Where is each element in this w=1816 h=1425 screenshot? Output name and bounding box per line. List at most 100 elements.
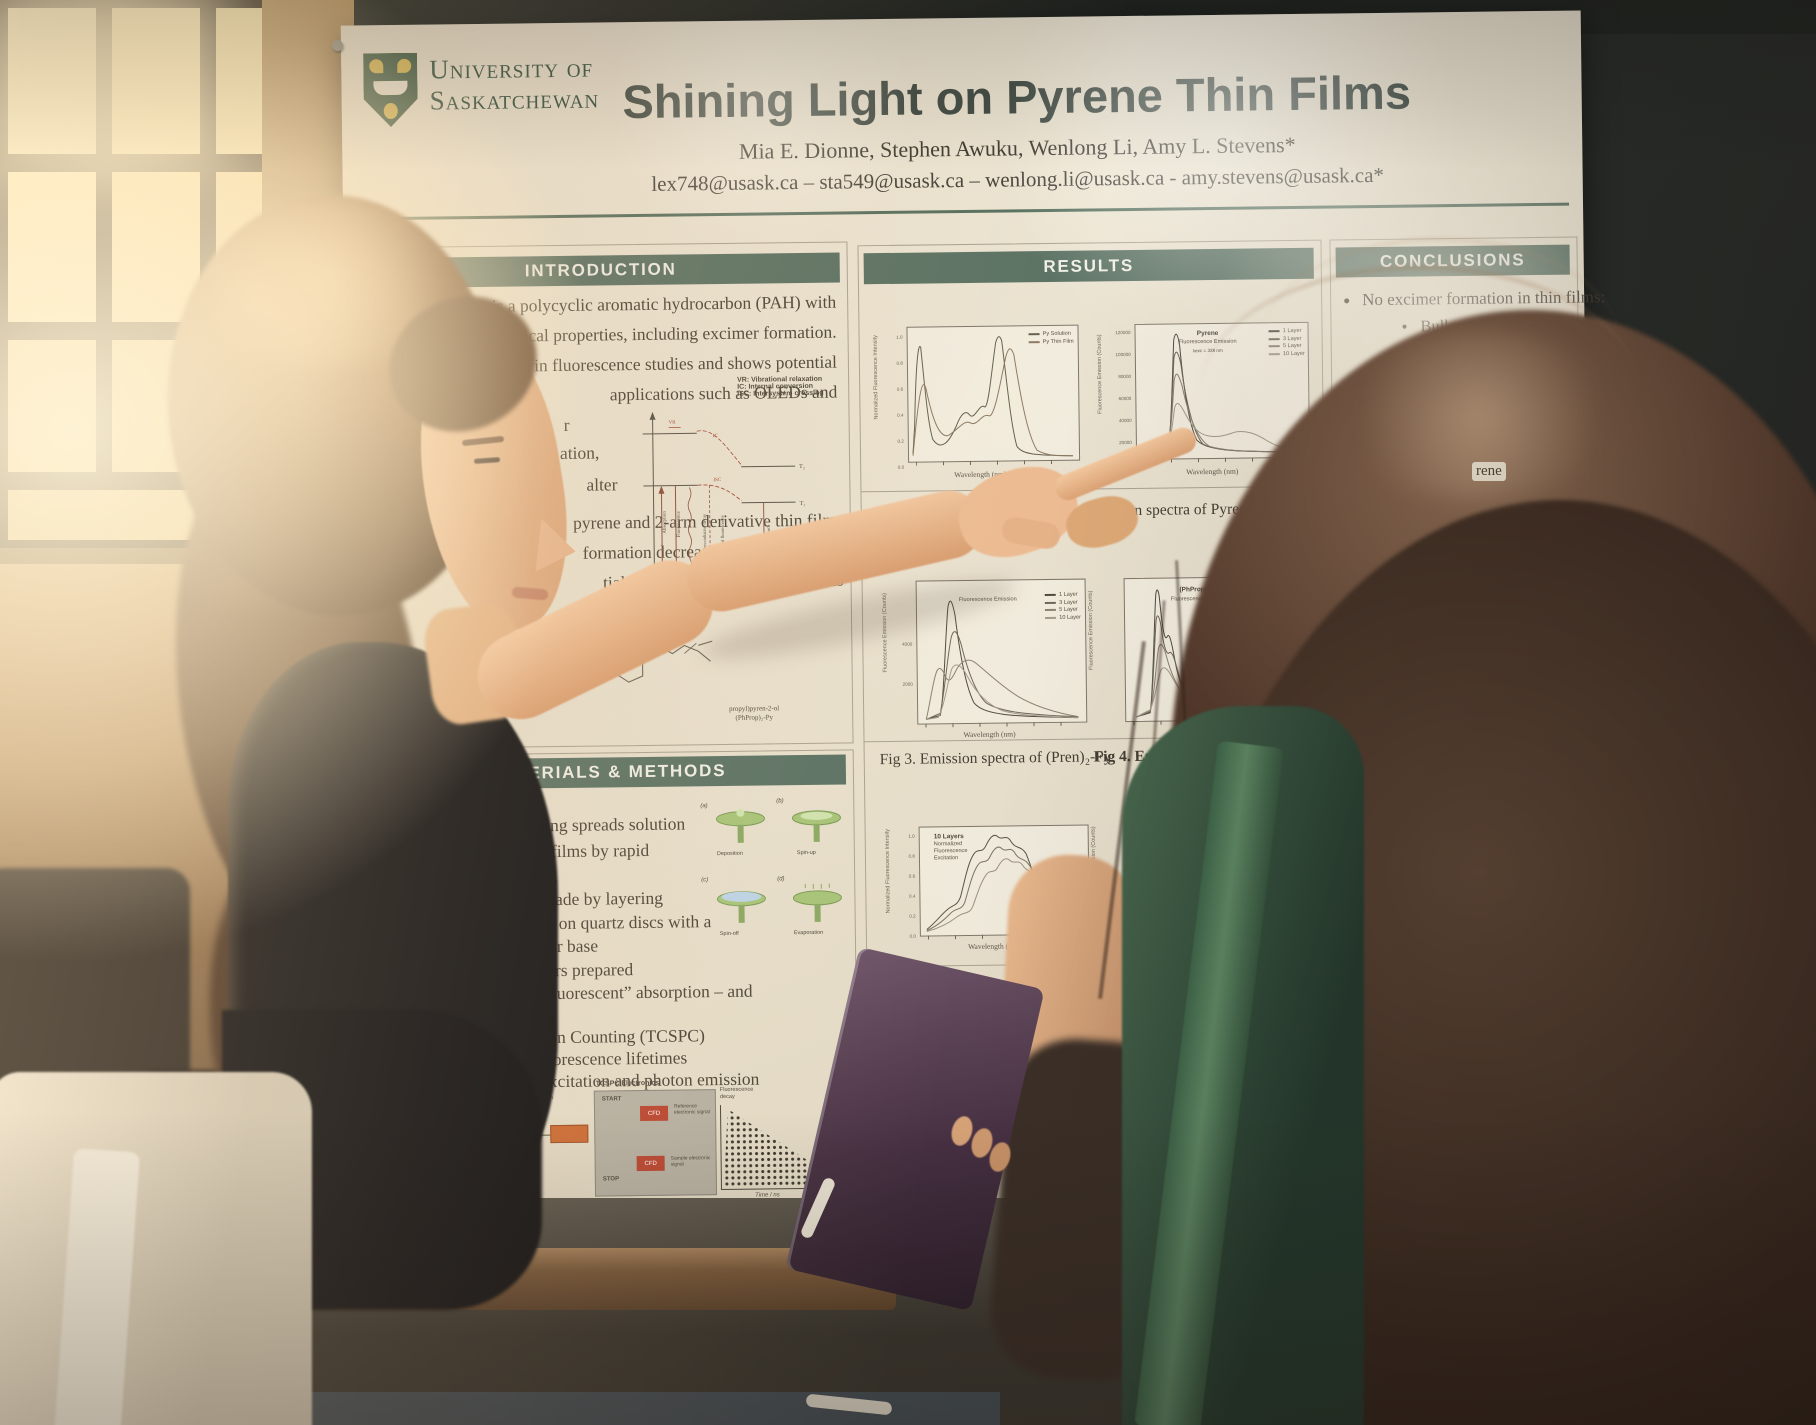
spincoat-caption: Evaporation	[793, 929, 824, 937]
fig2-ylabel: Fluorescence Emission (Counts)	[1096, 334, 1104, 414]
jablonski-diagram: Absorption Fluorescence Non-radiative de…	[642, 411, 805, 582]
figure-2: Fluorescence Emission (Counts) 120000 10…	[1092, 306, 1316, 489]
fig2-xlabel: Wavelength (nm)	[1186, 466, 1239, 477]
tcspc-start-label: START	[601, 1096, 622, 1103]
conclusions-header-bar: CONCLUSIONS	[1335, 244, 1570, 278]
molecule-caption: propyl)pyren-2-ol (PhProp)₂-Py	[679, 704, 829, 724]
fig1-legend: Py Solution Py Thin Film	[1028, 331, 1074, 347]
fig3-legend-item: 5 Layer	[1059, 606, 1078, 613]
tcspc-decay-label: Fluorescence decay	[719, 1086, 754, 1100]
jablonski-absorption-label: Absorption	[663, 511, 668, 534]
methods-line: ating spreads solution	[532, 813, 686, 836]
figure-5: Normalized Fluorescence Intensity 1.0 0.…	[878, 814, 1096, 967]
fig1-caption-line2: Pyrene in	[898, 524, 959, 542]
fig5-subtitle: Normalized	[933, 841, 963, 848]
results-bullet: Lifetimes f	[910, 1165, 991, 1187]
fig4-legend: 1 Layer 3 Layer 5 Layer 10 Layer	[1254, 585, 1291, 615]
window-sill	[0, 548, 262, 564]
university-name: University of Saskatchewan	[429, 52, 599, 116]
presenter-bag-strap	[53, 1148, 141, 1425]
window-pane	[216, 340, 262, 472]
conclusions-fragment: lar contact or	[1466, 363, 1555, 384]
fig1-legend-item: Py Thin Film	[1042, 338, 1074, 345]
tcspc-time-label: Time / ns	[755, 1192, 780, 1199]
methods-header-bar: MATERIALS & METHODS	[367, 754, 847, 791]
tcspc-photon-label: Excited sample photon	[458, 1147, 520, 1155]
fig5-subtitle: Excitation	[933, 855, 959, 862]
spincoater-icon	[791, 810, 841, 842]
fig3-caption: Fig 3. Emission spectra of (Pren)₂-Py	[879, 748, 1112, 769]
methods-line: n films by rapid	[537, 839, 650, 862]
fig2-legend-item: 3 Layer	[1282, 335, 1302, 342]
window-pane	[8, 490, 200, 540]
research-poster: University of Saskatchewan Shining Light…	[340, 10, 1608, 1222]
bullet-dot	[1402, 324, 1407, 329]
figure-1: Normalized Fluorescence Intensity 1.0 0.…	[866, 309, 1088, 492]
fig3-ylabel: Fluorescence Emission (Counts)	[881, 592, 889, 673]
fig6-caption-line2: Pyrene, (Pren)	[1088, 993, 1179, 1012]
wood-rail	[330, 1248, 896, 1310]
fig4-title: (PhProp)₂-Py	[1179, 585, 1220, 594]
push-pin	[332, 40, 343, 51]
poster-emails: lex748@usask.ca – sta549@usask.ca – wenl…	[651, 162, 1385, 196]
wall	[0, 564, 300, 1425]
fig3-subtitle: Fluorescence Emission	[958, 596, 1017, 604]
fig5-subtitle: Fluorescence	[933, 848, 968, 855]
tcspc-sample-label: Sample electronic signal	[670, 1155, 711, 1168]
fig2-subtitle: Fluorescence Emission	[1178, 338, 1237, 346]
chair	[140, 1070, 270, 1360]
molecule-caption-line2: (PhProp)₂-Py	[735, 713, 773, 722]
fig5-caption-line2: Pyrene, (Pren)₂-Py, and (PhProp)₂-Py	[880, 994, 1114, 1015]
spincoat-caption: Deposition	[716, 850, 743, 858]
methods-line: and 10 layers prepared	[474, 959, 634, 982]
methods-line: xcitation – “fluorescent” absorption – a…	[459, 980, 753, 1005]
fig6-legend-item: 3 Layer	[1275, 836, 1294, 843]
spincoat-caption: Spin-off	[719, 930, 739, 938]
tcspc-cfd-label: CFD	[644, 1160, 657, 1167]
spincoat-label-d: (d)	[777, 876, 785, 883]
jablonski-nonradiative-label: Non-radiative decay	[702, 513, 707, 551]
fig1-ylabel: Normalized Fluorescence Intensity	[872, 335, 880, 420]
fig6-title: Lifetime	[1200, 828, 1226, 837]
fig4-subtitle: Fluorescence Emission	[1170, 595, 1229, 603]
fig4-caption: Fig 4. Emission spectra of	[1093, 746, 1264, 766]
window-pane	[8, 8, 96, 154]
fig3-legend: 1 Layer 3 Layer 5 Layer 10 Layer	[1044, 591, 1081, 622]
bullet-dot	[1344, 298, 1350, 304]
jablonski-phosphorescence-label: Phosphorescence	[766, 525, 771, 557]
conclusions-fragment: on the derivatives	[1490, 313, 1608, 334]
fig4-xticks	[1133, 719, 1288, 725]
tcspc-stop-label: STOP	[602, 1176, 620, 1183]
fig2-note: λexc = 338 nm	[1192, 347, 1223, 354]
logo-wheat-icon	[369, 59, 384, 74]
conclusions-header: CONCLUSIONS	[1379, 250, 1526, 271]
jablonski-ic-label: IC	[713, 434, 719, 439]
window-pane	[8, 172, 96, 322]
results-header: RESULTS	[1043, 255, 1135, 276]
methods-line: o measure fluorescence lifetimes	[457, 1047, 688, 1071]
methods-line: er base	[548, 935, 599, 957]
methods-line: made by layering	[541, 887, 664, 910]
spincoat-diagram: (a) (b) (c) (d) Deposition Spin-up Spin-…	[700, 791, 852, 953]
figure-6: Fluorescence Emission (Counts) Lifetime …	[1084, 812, 1308, 965]
methods-line: measured	[472, 1005, 541, 1027]
tcspc-cfd-box: CFD	[636, 1155, 665, 1172]
molecule-structure: OH	[589, 602, 713, 683]
methods-header: MATERIALS & METHODS	[487, 760, 727, 783]
logo-wheat-icon	[397, 58, 412, 73]
window	[0, 0, 262, 548]
fig1-plot: Py Solution Py Thin Film	[906, 324, 1081, 463]
fig4-xlabel: Wavelength (nm)	[1177, 726, 1230, 737]
university-name-line2: Saskatchewan	[429, 83, 600, 116]
window-pane	[112, 340, 200, 472]
presenter-jeans	[0, 1072, 312, 1425]
fig6-caption-line3: (1 vs 10 layers)	[1100, 1013, 1198, 1032]
fig4-legend-item: 5 Layer	[1269, 600, 1288, 607]
fig3-legend-item: 1 Layer	[1058, 591, 1078, 598]
fig6-irf-label: IRF	[1137, 850, 1147, 857]
fig2-yticks: 120000 100000 80000 60000 40000 20000	[1115, 329, 1132, 446]
fig6-ylabel: Fluorescence Emission (Counts)	[1090, 826, 1098, 906]
tcspc-detector-box	[550, 1124, 589, 1144]
decay-dots	[723, 1108, 842, 1187]
